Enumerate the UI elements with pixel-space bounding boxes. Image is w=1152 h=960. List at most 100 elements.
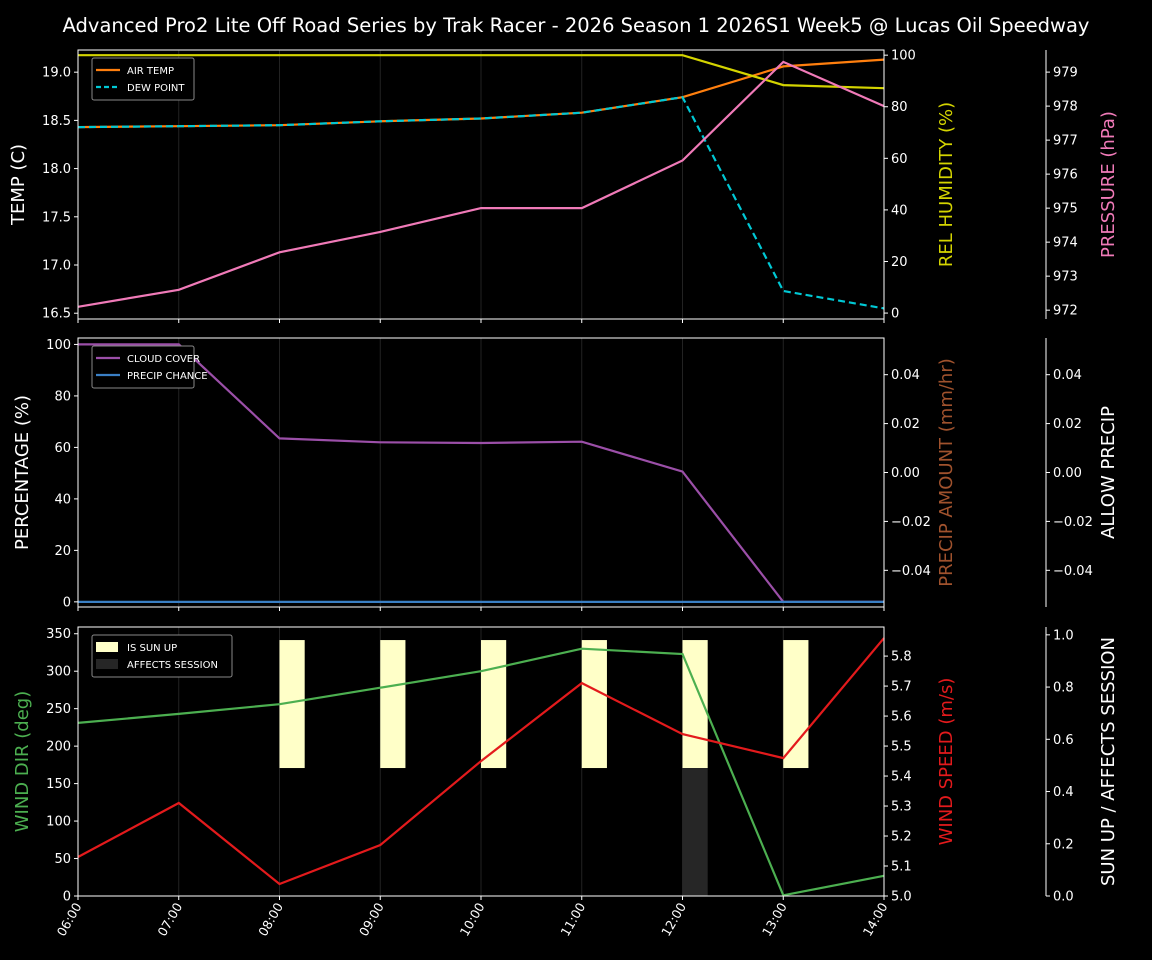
y-tick-label: 5.1 bbox=[891, 860, 912, 875]
y-tick-label: −0.02 bbox=[1053, 515, 1093, 530]
y-tick-label: 5.5 bbox=[891, 740, 912, 755]
y-tick-label: 250 bbox=[46, 702, 71, 717]
legend: CLOUD COVER PRECIP CHANCE bbox=[91, 345, 208, 389]
y-tick-label: 18.5 bbox=[42, 114, 71, 129]
y-tick-label: 20 bbox=[54, 544, 71, 559]
series-rel-humidity bbox=[78, 54, 885, 90]
y-tick-label: 0.0 bbox=[1053, 890, 1074, 905]
bar-is-sun-up bbox=[581, 640, 607, 769]
y-tick-label: 0.6 bbox=[1053, 733, 1074, 748]
series-pressure bbox=[77, 60, 885, 308]
legend-box bbox=[91, 345, 195, 389]
axis-label: PRECIP AMOUNT (mm/hr) bbox=[936, 358, 957, 587]
axis-label: ALLOW PRECIP bbox=[1098, 406, 1119, 539]
legend: AIR TEMP DEW POINT bbox=[91, 57, 195, 101]
series-dew-point bbox=[77, 95, 885, 310]
axis-label: TEMP (C) bbox=[8, 144, 29, 226]
y-tick-label: 100 bbox=[46, 338, 71, 353]
chart-title: Advanced Pro2 Lite Off Road Series by Tr… bbox=[62, 14, 1090, 37]
y-tick-label: 0.8 bbox=[1053, 681, 1074, 696]
y-tick-label: 0.00 bbox=[1053, 466, 1082, 481]
legend-swatch bbox=[96, 642, 118, 652]
legend-swatch bbox=[96, 659, 118, 669]
axis-label: PRESSURE (hPa) bbox=[1098, 111, 1119, 258]
y-tick-label: 60 bbox=[54, 441, 71, 456]
y-tick-label: 5.0 bbox=[891, 890, 912, 905]
y-tick-label: 80 bbox=[891, 100, 908, 115]
y-tick-label: 40 bbox=[891, 203, 908, 218]
y-tick-label: 350 bbox=[46, 627, 71, 642]
y-tick-label: −0.04 bbox=[1053, 564, 1093, 579]
x-tick-label: 10:00 bbox=[457, 900, 488, 939]
axis-label: WIND DIR (deg) bbox=[12, 691, 33, 833]
axis-label: SUN UP / AFFECTS SESSION bbox=[1098, 637, 1119, 886]
series-wind-dir bbox=[77, 647, 885, 897]
y-tick-label: 100 bbox=[46, 815, 71, 830]
x-tick-label: 07:00 bbox=[154, 900, 185, 939]
y-tick-label: 200 bbox=[46, 740, 71, 755]
y-tick-label: 979 bbox=[1053, 66, 1078, 81]
y-tick-label: 1.0 bbox=[1053, 628, 1074, 643]
legend: IS SUN UP AFFECTS SESSION bbox=[91, 634, 233, 678]
legend-box bbox=[91, 634, 233, 678]
x-tick-label: 09:00 bbox=[356, 900, 387, 939]
x-tick-label: 06:00 bbox=[54, 900, 85, 939]
axis-label: PERCENTAGE (%) bbox=[12, 395, 33, 550]
x-tick-label: 14:00 bbox=[860, 900, 891, 939]
y-tick-label: 975 bbox=[1053, 202, 1078, 217]
y-tick-label: 0 bbox=[63, 890, 71, 905]
y-tick-label: 0.4 bbox=[1053, 785, 1074, 800]
y-tick-label: 977 bbox=[1053, 134, 1078, 149]
y-tick-label: 0.04 bbox=[1053, 368, 1082, 383]
y-tick-label: 40 bbox=[54, 492, 71, 507]
y-tick-label: 5.2 bbox=[891, 830, 912, 845]
y-tick-label: 50 bbox=[54, 852, 71, 867]
axis-label: WIND SPEED (m/s) bbox=[936, 678, 957, 846]
bar-is-sun-up bbox=[380, 640, 406, 769]
y-tick-label: −0.04 bbox=[891, 564, 931, 579]
legend-label: AFFECTS SESSION bbox=[127, 660, 218, 671]
y-tick-label: 150 bbox=[46, 777, 71, 792]
y-tick-label: 5.7 bbox=[891, 680, 912, 695]
y-tick-label: 0.02 bbox=[891, 417, 920, 432]
legend-label: IS SUN UP bbox=[127, 643, 177, 654]
y-tick-label: 0 bbox=[63, 595, 71, 610]
y-tick-label: 100 bbox=[891, 49, 916, 64]
y-tick-label: 0.02 bbox=[1053, 417, 1082, 432]
bar-affects-session bbox=[682, 768, 708, 896]
y-tick-label: 16.5 bbox=[42, 307, 71, 322]
x-tick-label: 11:00 bbox=[557, 900, 588, 939]
legend-box bbox=[91, 57, 195, 101]
y-tick-label: 19.0 bbox=[42, 66, 71, 81]
bar-is-sun-up bbox=[783, 640, 809, 769]
legend-label: AIR TEMP bbox=[127, 66, 174, 77]
x-tick-label: 08:00 bbox=[255, 900, 286, 939]
y-tick-label: 5.8 bbox=[891, 650, 912, 665]
y-tick-label: 60 bbox=[891, 152, 908, 167]
y-tick-label: 974 bbox=[1053, 236, 1078, 251]
y-tick-label: 5.6 bbox=[891, 710, 912, 725]
series-wind-speed bbox=[77, 637, 885, 886]
y-tick-label: 5.4 bbox=[891, 770, 912, 785]
y-tick-label: 17.5 bbox=[42, 210, 71, 225]
y-tick-label: 5.3 bbox=[891, 800, 912, 815]
y-tick-label: 0.04 bbox=[891, 368, 920, 383]
series-cloud-cover bbox=[78, 343, 884, 604]
y-tick-label: −0.02 bbox=[891, 515, 931, 530]
x-tick-label: 13:00 bbox=[759, 900, 790, 939]
y-tick-label: 972 bbox=[1053, 304, 1078, 319]
y-tick-label: 978 bbox=[1053, 100, 1078, 115]
y-tick-label: 20 bbox=[891, 255, 908, 270]
y-tick-label: 0.00 bbox=[891, 466, 920, 481]
y-tick-label: 80 bbox=[54, 389, 71, 404]
x-tick-label: 12:00 bbox=[658, 900, 689, 939]
y-tick-label: 0 bbox=[891, 307, 899, 322]
legend-label: DEW POINT bbox=[127, 83, 185, 94]
y-tick-label: 976 bbox=[1053, 168, 1078, 183]
y-tick-label: 0.2 bbox=[1053, 837, 1074, 852]
axis-label: REL HUMIDITY (%) bbox=[936, 102, 957, 267]
legend-label: CLOUD COVER bbox=[127, 354, 200, 365]
y-tick-label: 973 bbox=[1053, 270, 1078, 285]
y-tick-label: 300 bbox=[46, 665, 71, 680]
